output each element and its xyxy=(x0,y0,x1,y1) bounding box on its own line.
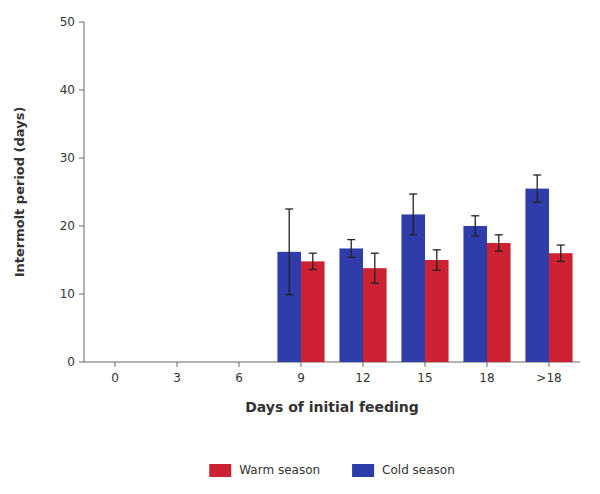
error-cap xyxy=(471,215,479,216)
y-tick xyxy=(79,22,84,23)
x-tick xyxy=(177,362,178,367)
error-line xyxy=(475,216,476,236)
y-tick-label: 50 xyxy=(60,15,75,29)
y-tick-label: 10 xyxy=(60,287,75,301)
error-bar xyxy=(533,175,541,202)
bar xyxy=(463,226,487,362)
error-line xyxy=(374,253,375,283)
chart-container: 0 10 20 30 40 50 0 3 6 9 12 15 18 >18 Days of initial … xyxy=(0,0,600,494)
error-line xyxy=(560,245,561,261)
error-cap xyxy=(533,202,541,203)
x-tick-label: 15 xyxy=(417,371,432,385)
bar xyxy=(425,260,449,362)
error-bar xyxy=(371,253,379,283)
y-tick-label: 0 xyxy=(67,355,75,369)
legend-swatch xyxy=(352,464,374,477)
bar xyxy=(487,243,511,362)
x-tick-label: 6 xyxy=(235,371,243,385)
legend-swatch xyxy=(209,464,231,477)
x-tick xyxy=(425,362,426,367)
bar xyxy=(339,248,363,362)
error-cap xyxy=(471,236,479,237)
x-tick-label: 18 xyxy=(479,371,494,385)
error-cap xyxy=(495,251,503,252)
x-axis: 0 3 6 9 12 15 18 >18 xyxy=(84,362,580,385)
x-tick xyxy=(487,362,488,367)
error-cap xyxy=(433,270,441,271)
x-tick xyxy=(301,362,302,367)
error-cap xyxy=(495,234,503,235)
error-cap xyxy=(557,261,565,262)
error-cap xyxy=(347,239,355,240)
bar xyxy=(525,189,549,362)
x-tick xyxy=(549,362,550,367)
y-tick-label: 20 xyxy=(60,219,75,233)
error-line xyxy=(413,194,414,235)
chart: 0 10 20 30 40 50 0 3 6 9 12 15 18 >18 Days of initial … xyxy=(0,0,600,494)
error-bar xyxy=(471,216,479,236)
error-bar xyxy=(495,235,503,251)
bar xyxy=(301,261,325,362)
error-line xyxy=(498,235,499,251)
error-cap xyxy=(371,282,379,283)
error-cap xyxy=(285,294,293,295)
error-bar xyxy=(433,250,441,270)
legend: Warm season Cold season xyxy=(209,463,455,477)
y-tick xyxy=(79,90,84,91)
legend-item: Cold season xyxy=(352,463,455,477)
y-tick xyxy=(79,362,84,363)
legend-item: Warm season xyxy=(209,463,320,477)
error-bar xyxy=(309,253,317,269)
y-axis-label: Intermolt period (days) xyxy=(12,107,27,278)
error-bar xyxy=(409,194,417,235)
x-tick-label: 0 xyxy=(111,371,119,385)
error-cap xyxy=(557,244,565,245)
error-cap xyxy=(309,269,317,270)
error-cap xyxy=(309,253,317,254)
series xyxy=(301,235,573,362)
error-cap xyxy=(409,234,417,235)
x-axis-label: Days of initial feeding xyxy=(245,399,419,415)
x-tick-label: 12 xyxy=(355,371,370,385)
legend-label: Cold season xyxy=(382,463,455,477)
error-bar xyxy=(285,209,293,295)
error-line xyxy=(351,240,352,258)
bar xyxy=(401,214,425,362)
bars xyxy=(277,175,572,362)
y-tick-label: 40 xyxy=(60,83,75,97)
x-tick xyxy=(363,362,364,367)
x-tick xyxy=(115,362,116,367)
error-line xyxy=(537,175,538,202)
error-line xyxy=(436,250,437,270)
error-bar xyxy=(347,240,355,258)
error-line xyxy=(289,209,290,295)
y-axis: 0 10 20 30 40 50 xyxy=(60,15,84,369)
y-tick xyxy=(79,226,84,227)
error-cap xyxy=(433,249,441,250)
error-cap xyxy=(285,208,293,209)
x-tick-label: 9 xyxy=(297,371,305,385)
x-tick-label: >18 xyxy=(536,371,561,385)
legend-label: Warm season xyxy=(239,463,320,477)
error-cap xyxy=(533,174,541,175)
y-axis-line xyxy=(84,22,85,362)
error-bar xyxy=(557,245,565,261)
y-tick xyxy=(79,294,84,295)
bar xyxy=(549,253,573,362)
y-tick xyxy=(79,158,84,159)
x-tick-label: 3 xyxy=(173,371,181,385)
error-cap xyxy=(347,257,355,258)
x-tick xyxy=(239,362,240,367)
error-line xyxy=(312,253,313,269)
error-cap xyxy=(409,193,417,194)
error-cap xyxy=(371,253,379,254)
y-tick-label: 30 xyxy=(60,151,75,165)
series xyxy=(277,175,549,362)
